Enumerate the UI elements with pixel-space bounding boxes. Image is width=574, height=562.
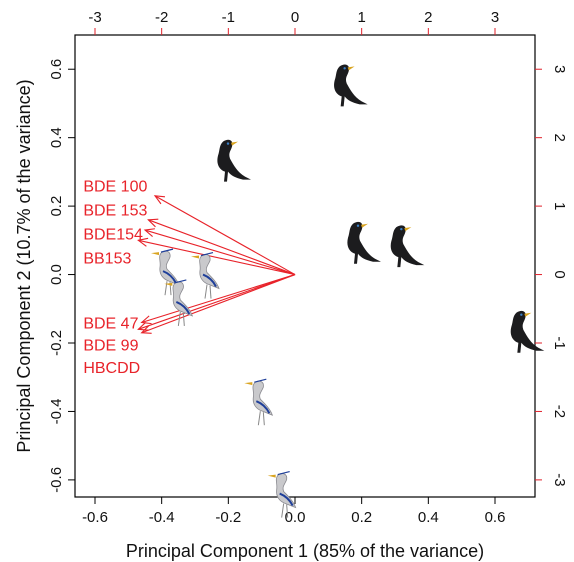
right-tick-label: -2 [551,405,568,418]
top-tick-label: -1 [222,9,235,26]
top-tick-label: 1 [357,9,365,26]
y-tick-label: 0.4 [48,127,65,148]
top-tick-label: 0 [291,9,299,26]
right-tick-label: 0 [551,270,568,278]
loading-arrowhead [143,228,155,237]
cormorant-icon [217,139,251,182]
heron-icon [191,251,220,299]
x-tick-label: 0.4 [418,509,439,526]
loading-label: BDE 153 [83,202,147,219]
loading-label: HBCDD [83,360,140,377]
loading-label: BDE 47 [83,315,138,332]
cormorant-icon [390,225,425,268]
y-axis-title: Principal Component 2 (10.7% of the vari… [14,79,34,452]
right-tick-label: 3 [551,65,568,73]
top-tick-label: 3 [491,9,499,26]
right-tick-label: -1 [551,336,568,349]
heron-icon [267,470,297,518]
loading-arrow [138,274,296,330]
y-tick-label: 0.2 [48,196,65,217]
loading-arrow [144,229,296,276]
x-axis-title: Principal Component 1 (85% of the varian… [126,541,484,561]
top-tick-label: -3 [88,9,101,26]
loading-label: BDE 99 [83,338,138,355]
right-tick-label: 1 [551,202,568,210]
top-tick-label: 2 [424,9,432,26]
plot-frame [74,34,536,498]
heron-icon [244,378,273,426]
x-tick-label: -0.4 [149,509,175,526]
loading-arrow [138,239,296,276]
loading-arrow [154,195,296,276]
loading-arrowhead [147,218,159,228]
loading-label: BDE154 [83,226,143,243]
y-tick-label: -0.6 [48,467,65,493]
loading-arrowhead [137,237,149,247]
loading-arrowhead [140,325,152,334]
x-tick-label: 0.0 [285,509,306,526]
loading-arrowhead [153,195,166,205]
loading-arrow [148,219,296,276]
x-tick-label: 0.6 [485,509,506,526]
y-tick-label: 0.0 [48,264,65,285]
cormorant-icon [334,64,368,107]
heron-icon [164,279,193,327]
y-tick-label: -0.2 [48,330,65,356]
top-tick-label: -2 [155,9,168,26]
loading-label: BDE 100 [83,179,147,196]
loading-arrow [141,274,296,323]
right-tick-label: 2 [551,133,568,141]
y-tick-label: -0.4 [48,399,65,425]
loading-arrow [141,274,296,334]
loading-arrowhead [140,315,152,325]
x-tick-label: -0.6 [82,509,108,526]
cormorant-icon [347,221,381,264]
x-tick-label: 0.2 [351,509,372,526]
cormorant-icon [510,310,545,353]
x-tick-label: -0.2 [215,509,241,526]
y-tick-label: 0.6 [48,59,65,80]
loading-label: BB153 [83,250,131,267]
right-tick-label: -3 [551,473,568,486]
